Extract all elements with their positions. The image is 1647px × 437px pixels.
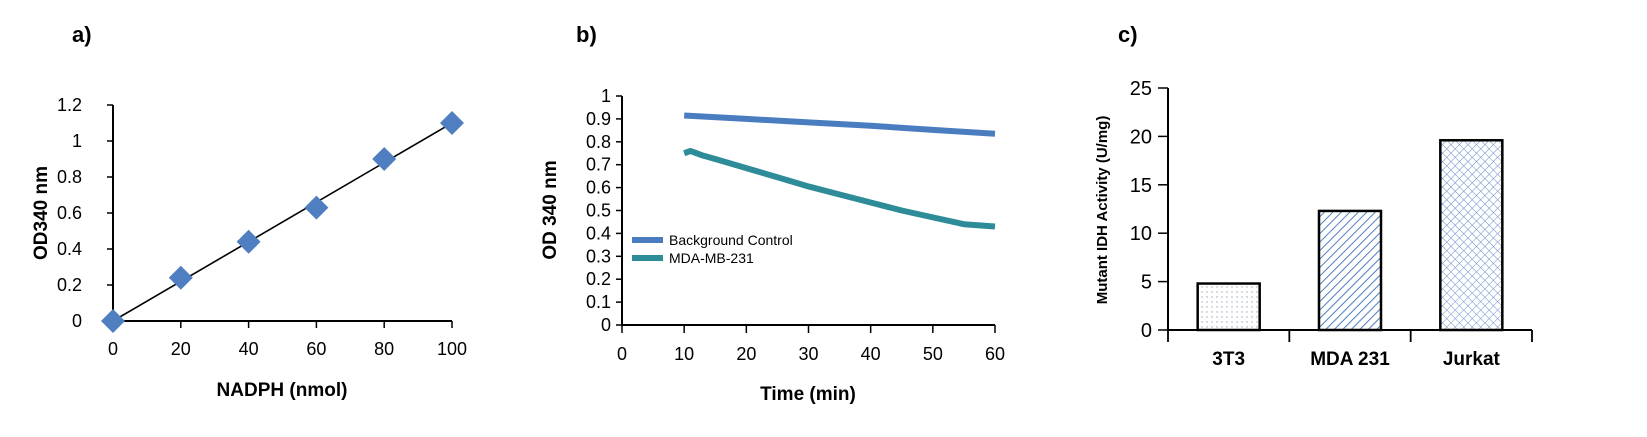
chart-a-y-tick-label: 0.2	[57, 275, 82, 295]
chart-c-y-tick-label: 25	[1130, 78, 1152, 100]
chart-a-y-tick-label: 0	[72, 311, 82, 331]
chart-c-bar-jurkat	[1439, 139, 1504, 332]
chart-a-x-tick-label: 20	[171, 339, 191, 359]
chart-a: 0 0.2 0.4 0.6 0.8 1 1.2 0 20 40 60 80 100 NADPH (nm…	[31, 95, 467, 401]
chart-b-y-label: OD 340 nm	[540, 160, 561, 259]
chart-b-x-tick-label: 50	[923, 344, 943, 364]
panel-label-a: a)	[72, 22, 92, 47]
chart-c-category-label: MDA 231	[1310, 349, 1390, 370]
chart-a-y-label: OD340 nm	[31, 166, 52, 260]
chart-a-x-tick-label: 60	[306, 339, 326, 359]
chart-a-x-tick-label: 80	[374, 339, 394, 359]
panel-label-b: b)	[576, 22, 597, 47]
chart-a-point	[168, 265, 193, 290]
chart-a-x-tick-label: 100	[437, 339, 467, 359]
chart-a-x-tick-label: 40	[239, 339, 259, 359]
chart-a-point	[101, 309, 125, 333]
legend-label-mda-mb-231: MDA-MB-231	[669, 250, 754, 266]
chart-c-y-tick-label: 10	[1130, 223, 1152, 245]
legend-label-background-control: Background Control	[669, 232, 793, 248]
chart-c-category-label: 3T3	[1212, 349, 1245, 370]
chart-b-y-tick-label: 0.3	[586, 246, 611, 266]
chart-a-point	[236, 229, 261, 254]
chart-c-y-label: Mutant IDH Activity (U/mg)	[1094, 116, 1111, 305]
chart-a-y-tick-label: 0.4	[57, 239, 82, 259]
chart-b-x-tick-label: 10	[674, 344, 694, 364]
chart-b-series-background-control	[684, 112, 996, 137]
chart-b-y-tick-label: 0	[601, 315, 611, 335]
chart-c: 0 5 10 15 20 25 3T3 MDA 231 Jurkat Mutant IDH A…	[1094, 78, 1533, 370]
chart-b-x-tick-label: 0	[617, 344, 627, 364]
chart-a-point	[304, 195, 329, 220]
chart-a-point	[440, 111, 464, 135]
chart-a-x-tick-label: 0	[108, 339, 118, 359]
chart-c-bar-3t3	[1196, 282, 1261, 332]
chart-a-y-tick-label: 1	[72, 131, 82, 151]
chart-b-y-tick-label: 0.1	[586, 292, 611, 312]
chart-b-x-tick-label: 60	[985, 344, 1005, 364]
chart-c-y-tick-label: 15	[1130, 175, 1152, 197]
chart-b-x-label: Time (min)	[760, 384, 856, 405]
chart-b-y-tick-label: 1	[601, 86, 611, 106]
chart-b-y-tick-label: 0.7	[586, 155, 611, 175]
chart-a-trendline	[112, 122, 453, 322]
chart-b: 0 0.1 0.2 0.3 0.40.5 0.6 0.7 0.8 0.9 1 0 10 20 30 40 5…	[540, 86, 1005, 405]
chart-b-y-tick-label: 0.4	[586, 223, 611, 243]
chart-b-y-tick-label: 0.6	[586, 178, 611, 198]
chart-b-legend: Background Control MDA-MB-231	[632, 232, 793, 266]
chart-b-y-tick-label: 0.9	[586, 109, 611, 129]
chart-c-bar-mda-231	[1317, 209, 1383, 332]
chart-a-point	[372, 147, 397, 171]
chart-c-category-label: Jurkat	[1443, 349, 1501, 370]
chart-a-y-tick-label: 0.8	[57, 167, 82, 187]
chart-b-x-tick-label: 30	[798, 344, 818, 364]
chart-b-y-tick-label: 0.2	[586, 269, 611, 289]
chart-b-y-tick-label: 0.5	[586, 201, 611, 221]
chart-a-x-label: NADPH (nmol)	[217, 380, 348, 401]
chart-a-y-tick-label: 0.6	[57, 203, 82, 223]
chart-b-series-mda-mb-231	[683, 147, 996, 230]
chart-c-y-tick-label: 20	[1130, 126, 1152, 148]
chart-a-y-tick-label: 1.2	[57, 95, 82, 115]
chart-c-y-tick-label: 5	[1141, 272, 1152, 294]
chart-b-y-tick-label: 0.8	[586, 132, 611, 152]
chart-c-y-tick-label: 0	[1141, 320, 1152, 342]
panel-label-c: c)	[1118, 22, 1138, 47]
chart-b-x-tick-label: 20	[736, 344, 756, 364]
chart-b-x-tick-label: 40	[861, 344, 881, 364]
